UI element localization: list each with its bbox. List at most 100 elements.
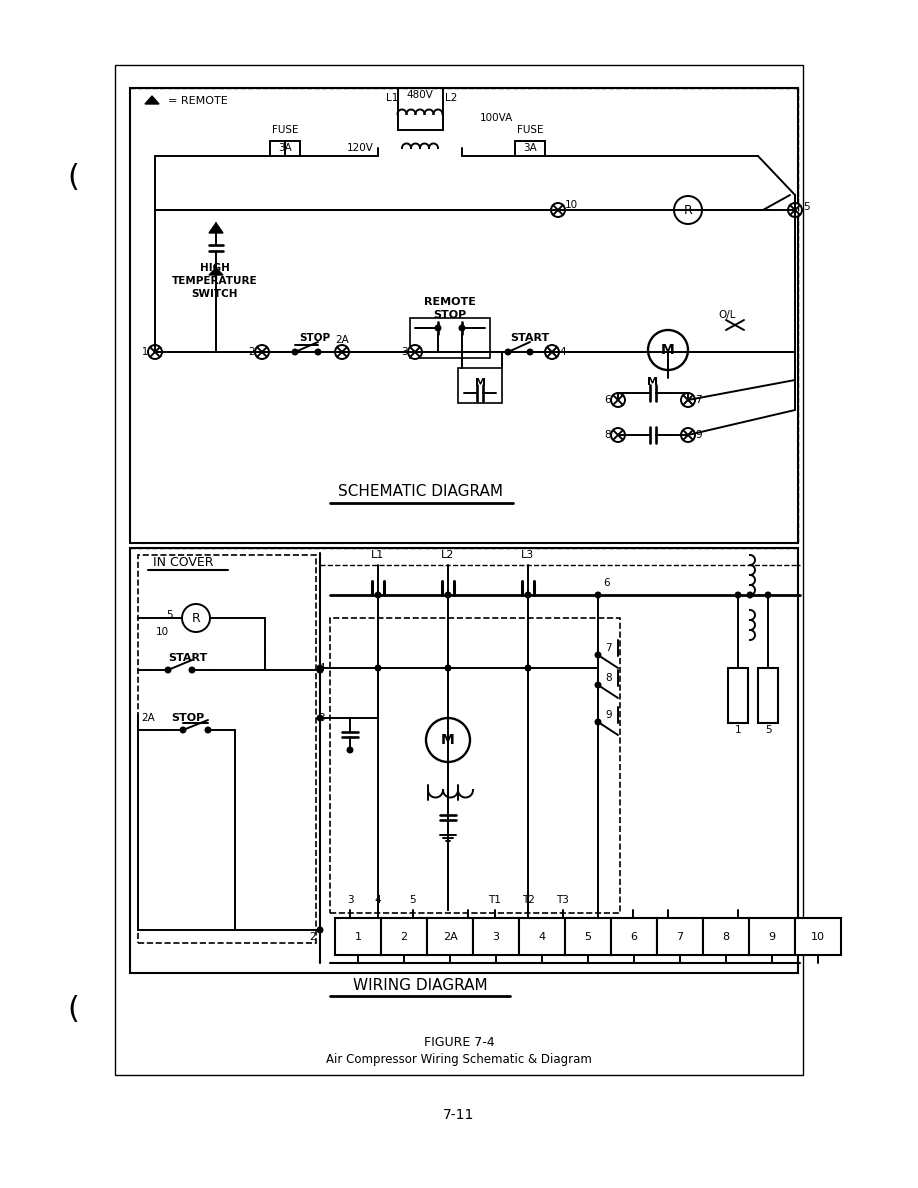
Text: 4: 4: [539, 931, 545, 942]
Text: START: START: [510, 333, 550, 343]
Polygon shape: [209, 223, 223, 233]
Circle shape: [292, 348, 298, 355]
Text: 3: 3: [319, 713, 325, 723]
Text: 7: 7: [677, 931, 684, 942]
Text: WIRING DIAGRAM: WIRING DIAGRAM: [353, 978, 487, 992]
Text: 10: 10: [811, 931, 825, 942]
Circle shape: [182, 604, 210, 632]
Text: 3A: 3A: [523, 143, 537, 153]
Text: 7: 7: [605, 643, 611, 653]
Circle shape: [611, 428, 625, 442]
Circle shape: [611, 393, 625, 407]
Text: 5: 5: [765, 725, 771, 735]
Text: 3A: 3A: [278, 143, 292, 153]
Bar: [611, 918, 657, 955]
Circle shape: [315, 348, 321, 355]
Circle shape: [148, 345, 162, 359]
Circle shape: [524, 664, 532, 671]
Bar: [270, 140, 300, 156]
Text: 6: 6: [604, 394, 611, 405]
Text: 480V: 480V: [407, 90, 433, 100]
Text: Air Compressor Wiring Schematic & Diagram: Air Compressor Wiring Schematic & Diagra…: [326, 1054, 592, 1067]
Text: (: (: [67, 164, 79, 192]
Text: 9: 9: [605, 710, 611, 720]
Circle shape: [681, 428, 695, 442]
Circle shape: [375, 664, 382, 671]
Bar: [330, 618, 620, 914]
Text: 6: 6: [631, 931, 637, 942]
Bar: [130, 88, 798, 543]
Circle shape: [444, 592, 452, 599]
Text: 9: 9: [768, 931, 776, 942]
Bar: [458, 368, 502, 403]
Text: T1: T1: [488, 895, 501, 905]
Text: M: M: [475, 378, 486, 388]
Circle shape: [255, 345, 269, 359]
Circle shape: [434, 324, 442, 331]
Circle shape: [346, 746, 353, 753]
Circle shape: [188, 666, 196, 674]
Text: M: M: [661, 343, 675, 358]
Text: L1: L1: [386, 93, 398, 103]
Text: FUSE: FUSE: [272, 125, 298, 135]
Bar: [381, 918, 427, 955]
Text: REMOTE: REMOTE: [424, 297, 476, 307]
Text: 6: 6: [603, 579, 610, 588]
Circle shape: [595, 682, 601, 689]
Text: 2A: 2A: [335, 335, 349, 345]
Circle shape: [180, 727, 186, 733]
Text: R: R: [684, 203, 692, 216]
Text: 3: 3: [401, 347, 408, 358]
Text: 4: 4: [319, 663, 325, 672]
Text: M: M: [647, 377, 658, 387]
Text: M: M: [442, 733, 455, 747]
Text: 9: 9: [695, 430, 701, 440]
Circle shape: [734, 592, 742, 599]
Polygon shape: [145, 96, 159, 105]
Circle shape: [648, 330, 688, 369]
Text: 7-11: 7-11: [443, 1108, 475, 1121]
Text: SWITCH: SWITCH: [192, 289, 239, 299]
Text: (: (: [67, 996, 79, 1024]
Circle shape: [551, 203, 565, 217]
Circle shape: [681, 393, 695, 407]
Circle shape: [317, 927, 323, 934]
Text: 1: 1: [142, 347, 148, 358]
Bar: [427, 918, 473, 955]
Text: 120V: 120V: [347, 143, 374, 153]
Circle shape: [317, 666, 323, 674]
Text: 1: 1: [734, 725, 742, 735]
Circle shape: [335, 345, 349, 359]
Bar: [410, 318, 490, 358]
Text: 10: 10: [156, 627, 169, 637]
Bar: [335, 918, 381, 955]
Bar: [728, 668, 748, 723]
Bar: [138, 555, 316, 943]
Text: 4: 4: [559, 347, 565, 358]
Bar: [130, 548, 798, 973]
Text: 5: 5: [585, 931, 591, 942]
Text: = REMOTE: = REMOTE: [168, 96, 228, 106]
Text: TEMPERATURE: TEMPERATURE: [173, 276, 258, 286]
Text: 2: 2: [309, 933, 316, 942]
Bar: [749, 918, 795, 955]
Text: SCHEMATIC DIAGRAM: SCHEMATIC DIAGRAM: [338, 485, 502, 499]
Text: 2: 2: [249, 347, 255, 358]
Circle shape: [595, 651, 601, 658]
Circle shape: [408, 345, 422, 359]
Text: L2: L2: [445, 93, 457, 103]
Text: O/L: O/L: [718, 310, 735, 320]
Circle shape: [164, 666, 172, 674]
Text: 5: 5: [166, 609, 173, 620]
Circle shape: [524, 592, 532, 599]
Bar: [473, 918, 519, 955]
Circle shape: [595, 592, 601, 599]
Bar: [795, 918, 841, 955]
Text: FUSE: FUSE: [517, 125, 543, 135]
Circle shape: [765, 592, 771, 599]
Bar: [115, 65, 803, 1075]
Text: 100VA: 100VA: [480, 113, 513, 124]
Bar: [565, 918, 611, 955]
Circle shape: [458, 324, 465, 331]
Text: L3: L3: [521, 550, 534, 560]
